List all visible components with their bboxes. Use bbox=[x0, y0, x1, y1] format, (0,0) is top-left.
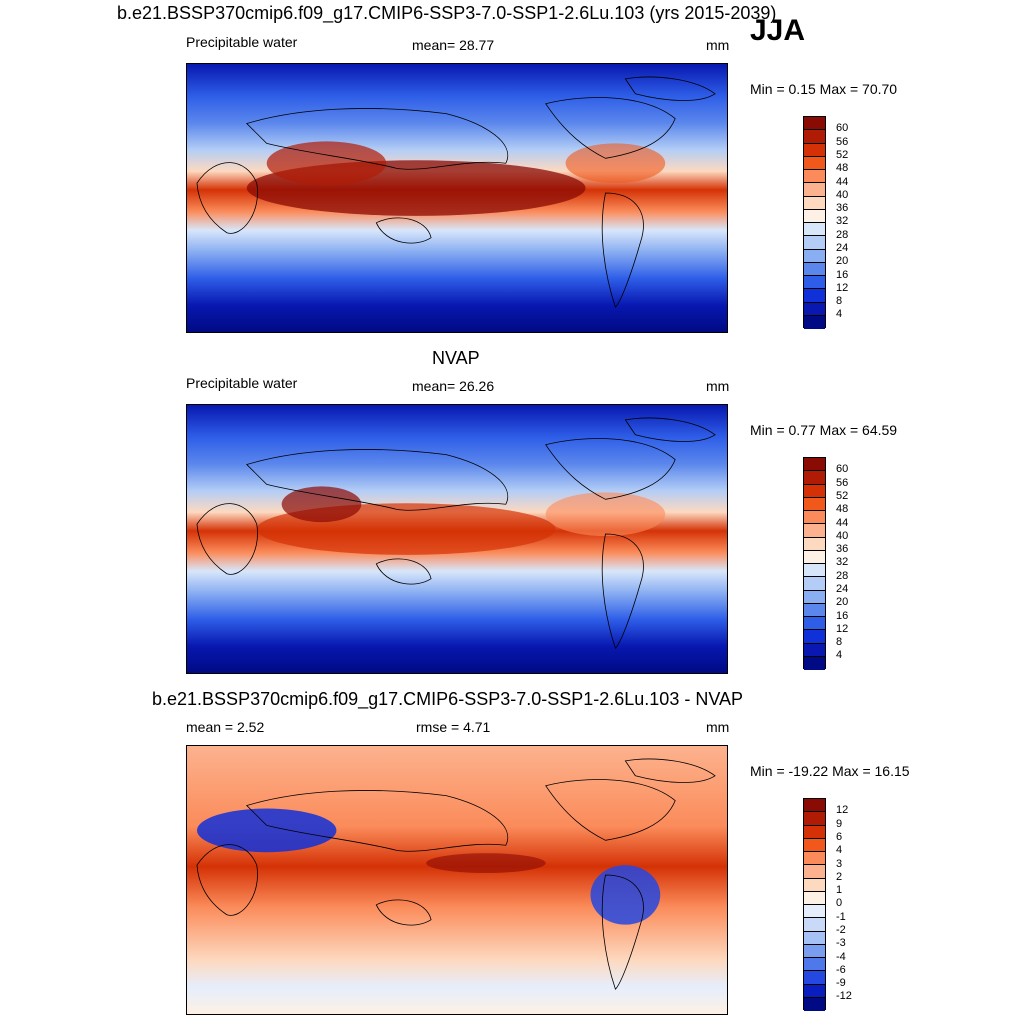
colorbar-tick-label: 12 bbox=[836, 282, 849, 294]
panel1-map bbox=[186, 63, 728, 333]
panel2-americas-moist bbox=[545, 492, 666, 537]
colorbar-tick-label: 3 bbox=[836, 858, 843, 870]
colorbar-tick-label: 44 bbox=[836, 517, 849, 529]
colorbar-tick-label: 28 bbox=[836, 570, 849, 582]
panel3-minmax-label: Min = -19.22 Max = 16.15 bbox=[750, 763, 910, 779]
panel3-title: b.e21.BSSP370cmip6.f09_g17.CMIP6-SSP3-7.… bbox=[152, 689, 744, 709]
panel3-coastlines bbox=[196, 758, 716, 990]
colorbar-tick-label: 36 bbox=[836, 202, 849, 214]
colorbar-tick-label: 4 bbox=[836, 844, 843, 856]
colorbar-tick-label: 52 bbox=[836, 149, 849, 161]
panel2-coastlines bbox=[196, 417, 716, 649]
panel3-map bbox=[186, 745, 728, 1015]
panel3-dry-bias-amazon bbox=[590, 865, 661, 925]
colorbar-tick-label: 12 bbox=[836, 623, 849, 635]
panel3-units-label: mm bbox=[706, 719, 730, 735]
panel1-colorbar bbox=[803, 116, 826, 329]
panel2-variable-label: Precipitable water bbox=[186, 375, 298, 391]
panel3-colorbar bbox=[803, 798, 826, 1011]
colorbar-tick-label: 48 bbox=[836, 162, 849, 174]
colorbar-tick-label: 56 bbox=[836, 477, 849, 489]
colorbar-tick-label: 8 bbox=[836, 636, 843, 648]
panel2-title: NVAP bbox=[432, 348, 480, 368]
panel2-minmax-label: Min = 0.77 Max = 64.59 bbox=[750, 422, 898, 438]
panel2-map bbox=[186, 404, 728, 674]
panel1-minmax-label: Min = 0.15 Max = 70.70 bbox=[750, 81, 898, 97]
colorbar-tick-label: 1 bbox=[836, 884, 843, 896]
colorbar-tick-label: 40 bbox=[836, 189, 849, 201]
colorbar-tick-label: 0 bbox=[836, 897, 843, 909]
panel1-coastlines bbox=[196, 76, 716, 308]
panel2-units-label: mm bbox=[706, 378, 730, 394]
colorbar-tick-label: -9 bbox=[836, 977, 846, 989]
colorbar-tick-label: 60 bbox=[836, 463, 849, 475]
panel1-variable-label: Precipitable water bbox=[186, 34, 298, 50]
colorbar-tick-label: 20 bbox=[836, 255, 849, 267]
panel3-rmse-label: rmse = 4.71 bbox=[416, 719, 491, 735]
colorbar-tick-label: 12 bbox=[836, 804, 849, 816]
panel1-mean-label: mean= 28.77 bbox=[412, 37, 495, 53]
colorbar-tick-label: -6 bbox=[836, 964, 846, 976]
colorbar-tick-label: 24 bbox=[836, 242, 849, 254]
panel1-units-label: mm bbox=[706, 37, 730, 53]
panel1-monsoon bbox=[266, 141, 387, 186]
colorbar-tick-label: 28 bbox=[836, 229, 849, 241]
colorbar-tick-label: -1 bbox=[836, 911, 846, 923]
colorbar-tick-label: 32 bbox=[836, 556, 849, 568]
panel2-colorbar bbox=[803, 457, 826, 670]
colorbar-tick-label: -4 bbox=[836, 951, 846, 963]
colorbar-tick-label: 6 bbox=[836, 831, 843, 843]
colorbar-tick-label: 2 bbox=[836, 871, 843, 883]
panel3-wet-bias-pacific bbox=[426, 853, 546, 874]
colorbar-tick-label: 48 bbox=[836, 503, 849, 515]
season-label: JJA bbox=[750, 14, 806, 47]
colorbar-tick-label: -2 bbox=[836, 924, 846, 936]
colorbar-tick-label: 16 bbox=[836, 269, 849, 281]
panel2-mean-label: mean= 26.26 bbox=[412, 378, 495, 394]
colorbar-tick-label: 9 bbox=[836, 818, 843, 830]
panel3-dry-bias-africa bbox=[196, 808, 337, 853]
colorbar-tick-label: 24 bbox=[836, 583, 849, 595]
colorbar-tick-label: 56 bbox=[836, 136, 849, 148]
colorbar-tick-label: -12 bbox=[836, 990, 852, 1002]
colorbar-tick-label: 20 bbox=[836, 596, 849, 608]
main-title: b.e21.BSSP370cmip6.f09_g17.CMIP6-SSP3-7.… bbox=[117, 3, 777, 23]
colorbar-tick-label: 52 bbox=[836, 490, 849, 502]
colorbar-tick-label: -3 bbox=[836, 937, 846, 949]
colorbar-tick-label: 4 bbox=[836, 308, 843, 320]
colorbar-tick-label: 44 bbox=[836, 176, 849, 188]
panel1-americas-moist bbox=[565, 143, 666, 184]
colorbar-tick-label: 8 bbox=[836, 295, 843, 307]
colorbar-tick-label: 36 bbox=[836, 543, 849, 555]
colorbar-tick-label: 4 bbox=[836, 649, 843, 661]
panel3-mean-label: mean = 2.52 bbox=[186, 719, 265, 735]
colorbar-tick-label: 16 bbox=[836, 610, 849, 622]
colorbar-tick-label: 60 bbox=[836, 122, 849, 134]
panel2-monsoon bbox=[281, 486, 362, 523]
colorbar-tick-label: 40 bbox=[836, 530, 849, 542]
colorbar-tick-label: 32 bbox=[836, 215, 849, 227]
